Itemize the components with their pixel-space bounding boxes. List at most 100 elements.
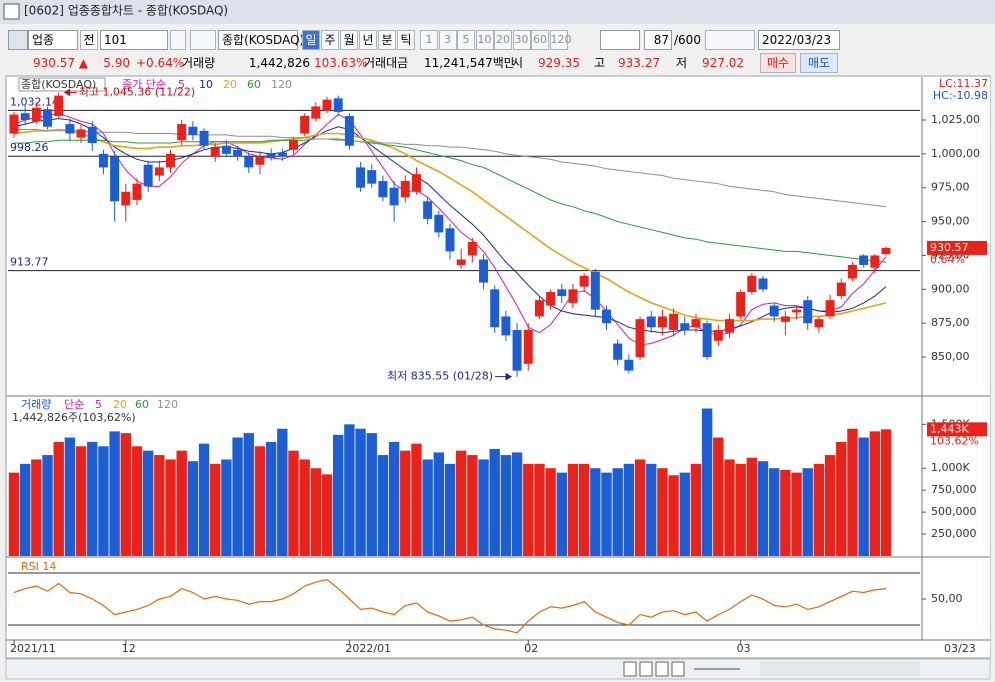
volume-bar (578, 463, 590, 556)
volume-bar (713, 437, 724, 556)
all: 전 (83, 33, 95, 47)
volume-bar (813, 463, 825, 556)
volume-bar (87, 441, 98, 556)
volume-bar (534, 463, 545, 556)
volume-bar (377, 455, 389, 556)
minute-button[interactable]: 3 (438, 30, 457, 50)
volume-bar (679, 472, 690, 556)
volume-bar (321, 474, 333, 556)
volume-bar (802, 468, 813, 556)
all-button[interactable]: 전 (80, 30, 98, 50)
market-select[interactable]: 업종 (28, 30, 78, 50)
volume-bar (657, 468, 668, 556)
right-axis-bg (922, 77, 990, 657)
volume-bar (634, 459, 646, 556)
period-button[interactable]: 주 (321, 30, 339, 50)
y-tick-label: 250,000 (931, 527, 977, 540)
volume-bar (780, 469, 791, 556)
period-button[interactable]: 틱 (397, 30, 415, 50)
y-tick-label: 975,00 (931, 181, 970, 194)
minute-button[interactable]: 120 (549, 30, 572, 50)
volume-bar (500, 455, 512, 556)
volume-bar (590, 468, 601, 556)
candle-body (154, 167, 164, 176)
candle-body (143, 164, 153, 187)
volume-bar (746, 457, 758, 556)
candle-body (233, 149, 243, 157)
candle-body (54, 95, 64, 116)
volume-bar (455, 450, 467, 556)
candle-body (501, 316, 511, 336)
candle-body (657, 316, 667, 328)
sell-button[interactable]: 매도 (800, 53, 838, 73)
price: 930.57 ▲ (32, 56, 88, 70)
period-button[interactable]: 일 (302, 30, 320, 50)
volume-bar (31, 459, 42, 556)
volume-bar (735, 463, 746, 556)
sound-button[interactable] (190, 30, 216, 50)
volume-bar (310, 468, 322, 556)
candle-body (255, 156, 265, 165)
count-input[interactable]: 87 (644, 30, 672, 50)
market: 업종 (32, 33, 55, 47)
minute-button[interactable]: 20 (494, 30, 512, 50)
chart-frame (5, 75, 991, 659)
period-button[interactable]: 분 (378, 30, 396, 50)
volume-bar (344, 424, 355, 556)
minute-button[interactable]: 60 (531, 30, 549, 50)
volume-bar (243, 433, 254, 556)
volume-bar (601, 472, 612, 556)
minute-button[interactable]: 30 (512, 30, 531, 50)
volume-bar (232, 437, 243, 556)
candle-body (132, 183, 142, 200)
code: 101 (104, 33, 127, 47)
minute-button[interactable]: 10 (475, 30, 494, 50)
tool-buttons[interactable] (705, 30, 755, 50)
candle-body (31, 107, 41, 122)
period-button[interactable]: 년 (359, 30, 377, 50)
minute-button[interactable]: 1 (420, 30, 438, 50)
legend-entry: 10 (199, 78, 213, 91)
volume-bar (254, 446, 266, 556)
panel-title: RSI 14 (21, 560, 56, 573)
candle-body (367, 170, 377, 184)
scroll-bar[interactable] (5, 658, 991, 680)
minute-button[interactable]: 5 (457, 30, 475, 50)
candle-body (859, 255, 869, 265)
period-button[interactable]: 월 (340, 30, 358, 50)
candle-body (557, 289, 567, 297)
y-tick-label: 1,000K (931, 461, 970, 474)
candle-body (98, 153, 108, 168)
scroll-button[interactable] (671, 661, 685, 677)
candle-body (244, 156, 254, 168)
candle-body (836, 282, 846, 297)
dropdown[interactable] (600, 30, 640, 50)
search-button[interactable] (170, 30, 186, 50)
amount: 11,241,547백만 (424, 56, 515, 70)
volume-bar (523, 463, 534, 556)
scroll-button[interactable] (623, 661, 637, 677)
menu-icon[interactable] (8, 30, 28, 50)
open-label: 시 (512, 56, 524, 70)
tool-icons[interactable] (760, 662, 920, 676)
volume-bar (411, 443, 422, 556)
volume-bar (444, 463, 456, 556)
candle-body (65, 124, 75, 134)
candle-body (490, 289, 500, 328)
end-date: 03/23 (944, 642, 976, 655)
panel-title: 거래량 (21, 398, 51, 411)
scroll-button[interactable] (655, 661, 669, 677)
legend-entry: 60 (247, 78, 261, 91)
volume-bar (824, 455, 836, 556)
candle-body (266, 153, 276, 158)
scroll-button[interactable] (639, 661, 653, 677)
volume-bar (791, 472, 802, 556)
buy-button[interactable]: 매수 (760, 53, 796, 73)
legend-entry: 120 (271, 78, 292, 91)
code-input[interactable]: 101 (100, 30, 168, 50)
reference-label: 1,032.14 (10, 95, 59, 108)
candle-body (210, 147, 220, 157)
date-input[interactable]: 2022/03/23 (758, 30, 840, 50)
volume-bar (288, 450, 299, 556)
